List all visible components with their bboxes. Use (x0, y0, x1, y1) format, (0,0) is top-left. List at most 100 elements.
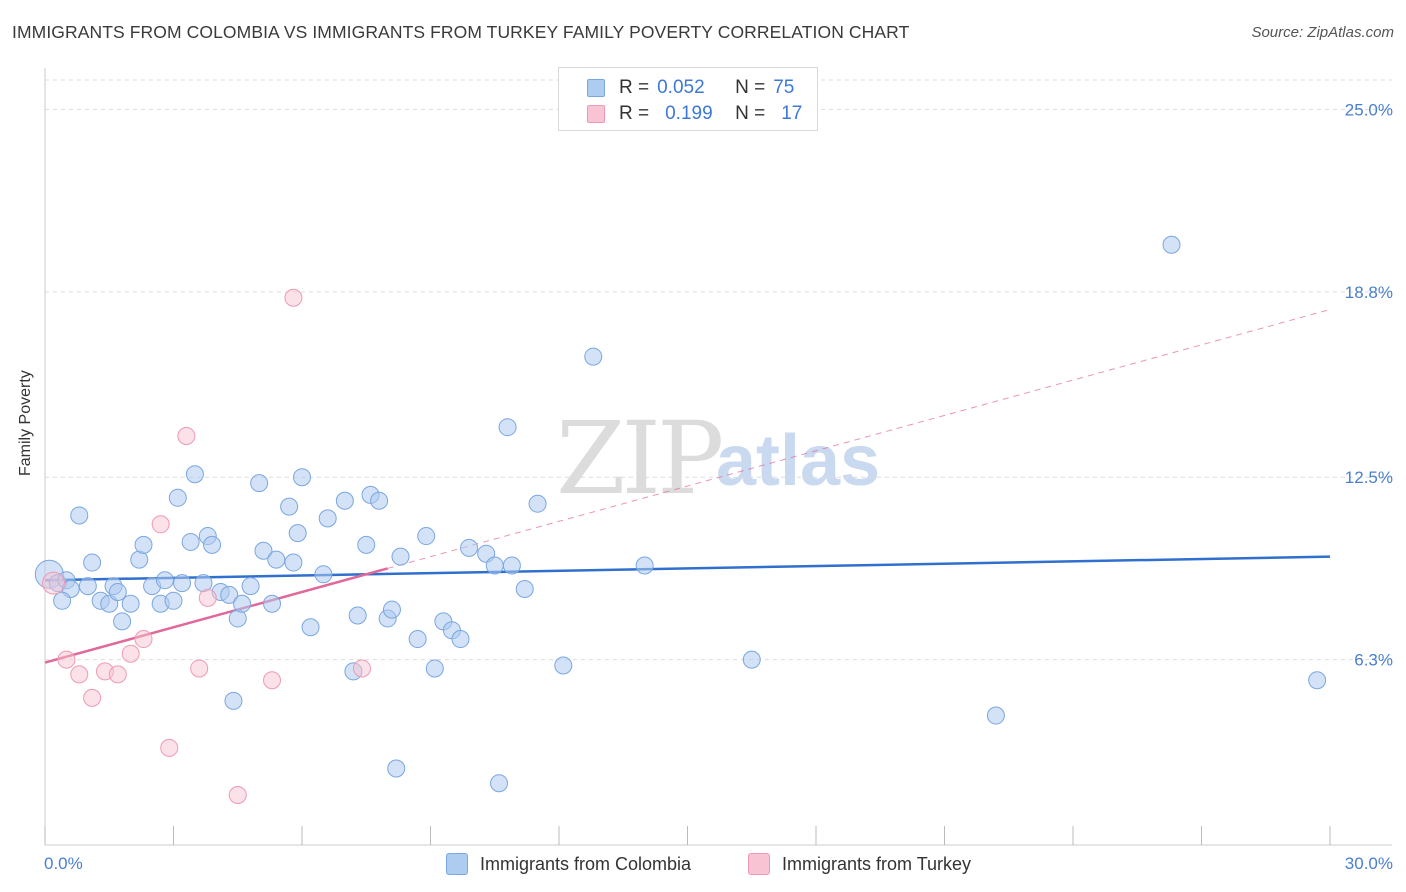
data-point-colombia (485, 556, 504, 575)
y-axis-label: Family Poverty (17, 370, 34, 476)
legend-n-value-colombia: 75 (773, 77, 795, 98)
grid-lines (45, 79, 1392, 661)
data-point-turkey (108, 665, 127, 684)
data-point-colombia (490, 774, 509, 793)
data-point-turkey (352, 659, 371, 678)
data-point-colombia (498, 418, 517, 437)
data-point-colombia (314, 565, 333, 584)
data-point-turkey (121, 644, 140, 663)
series-colombia (34, 235, 1327, 793)
y-tick-label: 12.5% (1345, 468, 1393, 487)
data-point-colombia (254, 541, 273, 560)
watermark-zip: ZIP (556, 400, 724, 517)
data-point-colombia (635, 556, 654, 575)
data-point-colombia (387, 759, 406, 778)
data-point-colombia (168, 488, 187, 507)
data-point-colombia (250, 474, 269, 493)
data-point-colombia (742, 650, 761, 669)
bottom-legend-swatch-colombia (446, 853, 468, 875)
data-point-colombia (185, 465, 204, 484)
legend-r-value-turkey: 0.199 (665, 103, 713, 124)
data-point-colombia (70, 506, 89, 525)
data-point-colombia (335, 491, 354, 510)
legend-row-colombia: R = 0.052 N = 75 (587, 76, 794, 100)
data-point-colombia (408, 630, 427, 649)
data-point-colombia (233, 594, 252, 613)
data-point-colombia (241, 577, 260, 596)
data-point-turkey (177, 427, 196, 446)
data-point-colombia (318, 509, 337, 528)
data-point-colombia (391, 547, 410, 566)
data-point-colombia (584, 347, 603, 366)
x-tick-label: 30.0% (1345, 854, 1393, 873)
data-point-colombia (288, 524, 307, 543)
data-point-colombia (83, 553, 102, 572)
axes (44, 68, 1392, 846)
source-label: Source: ZipAtlas.com (1251, 24, 1394, 41)
bottom-legend-swatch-turkey (748, 853, 770, 875)
data-point-colombia (528, 494, 547, 513)
data-point-colombia (134, 535, 153, 554)
legend-n-label: N = (735, 77, 766, 98)
data-point-colombia (370, 491, 389, 510)
legend-r-label: R = (619, 77, 650, 98)
legend-n-label: N = (735, 103, 766, 124)
data-point-turkey (160, 738, 179, 757)
data-point-turkey (263, 671, 282, 690)
data-point-colombia (451, 630, 470, 649)
data-point-colombia (220, 585, 239, 604)
bottom-legend-colombia: Immigrants from Colombia (446, 851, 691, 877)
data-point-turkey (151, 515, 170, 534)
data-point-colombia (121, 594, 140, 613)
data-point-colombia (263, 594, 282, 613)
data-point-turkey (190, 659, 209, 678)
tick-labels: 6.3% 12.5% 18.8% 25.0% 0.0% 30.0% (44, 100, 1393, 873)
data-point-colombia (417, 527, 436, 546)
bottom-legend-label-turkey: Immigrants from Turkey (782, 853, 972, 874)
trend-line-colombia (44, 555, 1331, 582)
legend-swatch-turkey (587, 105, 605, 123)
legend-swatch-colombia (587, 79, 605, 97)
data-point-colombia (1308, 671, 1327, 690)
data-point-colombia (181, 532, 200, 551)
legend-r-value-colombia: 0.052 (657, 77, 705, 98)
data-point-colombia (113, 612, 132, 631)
trend-line-turkey-extension (387, 309, 1331, 569)
watermark-atlas: atlas (716, 421, 881, 501)
data-point-turkey (198, 588, 217, 607)
legend-row-turkey: R = 0.199 N = 17 (587, 102, 802, 126)
data-point-colombia (348, 606, 367, 625)
data-point-colombia (502, 556, 521, 575)
data-point-colombia (224, 691, 243, 710)
data-point-turkey (70, 665, 89, 684)
chart-title: IMMIGRANTS FROM COLOMBIA VS IMMIGRANTS F… (12, 22, 910, 42)
bottom-legend-turkey: Immigrants from Turkey (748, 851, 971, 877)
data-point-colombia (554, 656, 573, 675)
data-point-colombia (382, 600, 401, 619)
data-point-colombia (425, 659, 444, 678)
data-point-colombia (357, 535, 376, 554)
legend-n-value-turkey: 17 (781, 103, 803, 124)
data-point-colombia (301, 618, 320, 637)
x-tick-label: 0.0% (44, 854, 83, 873)
y-tick-label: 25.0% (1345, 100, 1393, 119)
data-point-turkey (42, 571, 66, 595)
data-point-colombia (986, 706, 1005, 725)
legend-r-label: R = (619, 103, 650, 124)
y-tick-label: 18.8% (1345, 283, 1393, 302)
bottom-legend-label-colombia: Immigrants from Colombia (480, 853, 692, 874)
data-point-colombia (78, 577, 97, 596)
trend-line-turkey (44, 567, 388, 664)
data-point-colombia (155, 571, 174, 590)
data-point-colombia (293, 468, 311, 487)
data-point-turkey (228, 785, 247, 804)
data-point-turkey (284, 288, 303, 307)
series-turkey (42, 288, 371, 804)
data-point-colombia (173, 574, 192, 593)
y-tick-label: 6.3% (1354, 651, 1393, 670)
data-point-colombia (515, 580, 534, 599)
data-point-turkey (134, 630, 153, 649)
data-point-colombia (1162, 235, 1181, 254)
legend: R = 0.052 N = 75 R = 0.199 N = 17 (558, 67, 818, 131)
